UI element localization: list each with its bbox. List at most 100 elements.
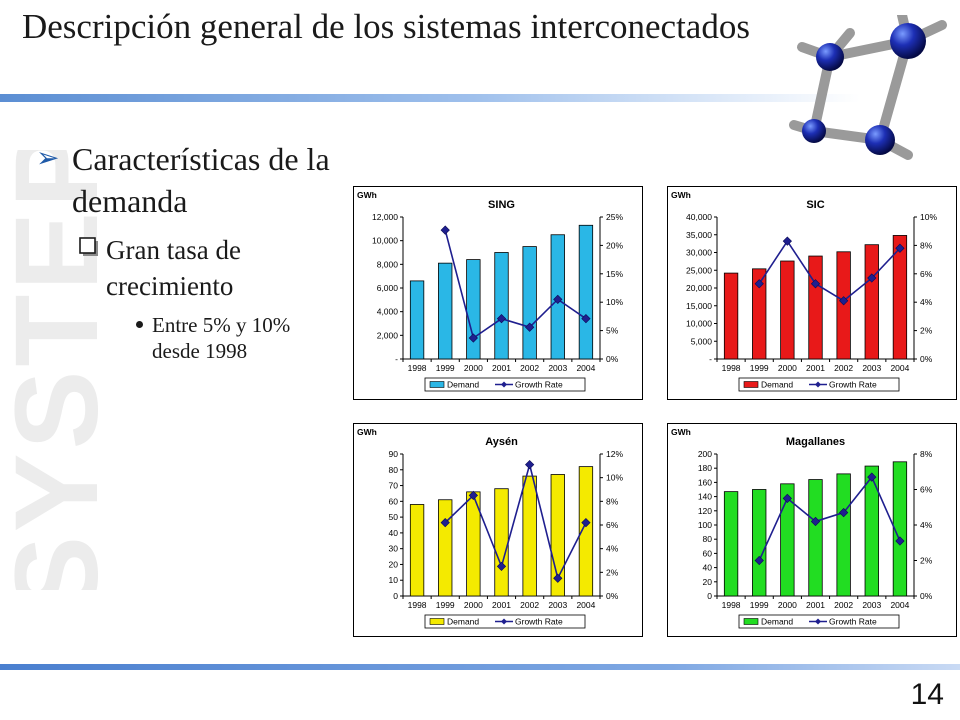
chart-title: Magallanes (786, 436, 845, 448)
growth-rate-point (496, 314, 507, 324)
y-tick-label: - (395, 354, 398, 364)
growth-rate-point (496, 561, 507, 572)
legend-label-growth: Growth Rate (829, 617, 877, 627)
x-tick-label: 1998 (722, 363, 741, 373)
y2-tick-label: 5% (606, 326, 619, 336)
y-tick-label: 90 (389, 449, 399, 459)
bar-demand (438, 499, 453, 597)
y2-tick-label: 0% (606, 591, 619, 601)
growth-rate-point (525, 460, 535, 470)
x-tick-label: 2002 (520, 600, 539, 610)
y-tick-label: 15,000 (686, 301, 712, 311)
growth-rate-point (810, 279, 821, 289)
bar-demand (780, 483, 795, 597)
growth-rate-point (468, 333, 478, 343)
growth-rate-point (525, 322, 535, 332)
y-tick-label: 120 (698, 506, 712, 516)
x-tick-label: 2000 (464, 600, 483, 610)
y2-tick-label: 4% (920, 297, 933, 307)
legend-swatch-demand (429, 618, 445, 625)
x-tick-label: 1999 (436, 600, 455, 610)
x-tick-label: 1998 (722, 600, 741, 610)
growth-rate-point (867, 472, 877, 482)
y2-tick-label: 2% (606, 567, 619, 577)
x-tick-label: 2000 (778, 363, 797, 373)
growth-rate-point (867, 273, 877, 283)
y2-tick-label: 20% (606, 240, 623, 250)
y-tick-label: 60 (703, 548, 713, 558)
y-tick-label: 0 (707, 591, 712, 601)
x-tick-label: 2001 (492, 600, 511, 610)
growth-rate-point (895, 536, 905, 546)
growth-rate-point (440, 225, 450, 235)
y-tick-label: 60 (389, 496, 399, 506)
bar-demand (409, 280, 425, 360)
y-tick-label: 40 (389, 528, 399, 538)
bar-demand (522, 246, 537, 360)
growth-rate-point (782, 493, 792, 503)
bar-demand (723, 272, 739, 360)
molecule-logo (789, 15, 947, 160)
y2-tick-label: 0% (920, 354, 933, 364)
y2-tick-label: 0% (920, 591, 933, 601)
x-tick-label: 2001 (492, 363, 511, 373)
chart-aysen: GWh Aysén 0 10 20 30 40 50 60 70 80 90 0% 2% 4% 6% 8% 10%… (353, 423, 643, 637)
legend-label-growth: Growth Rate (829, 380, 877, 390)
unit-label: GWh (357, 427, 377, 437)
y-tick-label: 10,000 (372, 236, 398, 246)
watermark-logo: SYSTEP (6, 150, 123, 590)
y-tick-label: 12,000 (372, 212, 398, 222)
slide-title: Descripción general de los sistemas inte… (22, 7, 750, 46)
y-tick-label: 50 (389, 512, 399, 522)
growth-rate-point (553, 294, 563, 304)
y-tick-label: 20 (389, 559, 399, 569)
y-tick-label: 160 (698, 477, 712, 487)
arrow-bullet-icon: ➢ (36, 143, 60, 174)
y-tick-label: 35,000 (686, 230, 712, 240)
growth-rate-point (895, 243, 905, 253)
growth-rate-line (758, 239, 901, 302)
y-tick-label: 0 (393, 591, 398, 601)
y2-tick-label: 8% (606, 496, 619, 506)
legend-label-demand: Demand (761, 380, 793, 390)
chart-title: SIC (806, 199, 824, 211)
bar-demand (522, 475, 537, 597)
bar-demand (578, 466, 594, 597)
y2-tick-label: 10% (920, 212, 937, 222)
y-tick-label: 5,000 (691, 336, 713, 346)
chart-sing: GWh SING - 2,000 4,000 6,000 8,000 10,000 12,000… (353, 186, 643, 400)
x-tick-label: 2002 (834, 600, 853, 610)
bar-demand (892, 235, 908, 360)
x-tick-label: 2004 (576, 363, 595, 373)
x-tick-label: 2004 (890, 600, 909, 610)
chart-title: Aysén (485, 436, 518, 448)
growth-rate-point (839, 296, 849, 306)
x-tick-label: 1998 (408, 600, 427, 610)
x-tick-label: 2003 (548, 363, 567, 373)
chart-magallanes: GWh Magallanes 0 20 40 60 80 100 120 140 160 180 200… (667, 423, 957, 637)
footer-rule (0, 664, 960, 670)
y2-tick-label: 2% (920, 556, 933, 566)
dot-bullet-icon (136, 321, 143, 328)
y-tick-label: 25,000 (686, 265, 712, 275)
y-tick-label: 30,000 (686, 248, 712, 258)
x-tick-label: 2004 (576, 600, 595, 610)
y-tick-label: 10 (389, 575, 399, 585)
legend-label-growth: Growth Rate (515, 617, 563, 627)
unit-label: GWh (671, 190, 691, 200)
unit-label: GWh (357, 190, 377, 200)
bar-demand (466, 259, 481, 360)
x-tick-label: 2003 (548, 600, 567, 610)
y-tick-label: 8,000 (377, 259, 399, 269)
bar-demand (864, 244, 879, 360)
growth-rate-point (553, 573, 563, 583)
x-tick-label: 1999 (436, 363, 455, 373)
unit-label: GWh (671, 427, 691, 437)
legend-marker-growth (815, 618, 821, 625)
y2-tick-label: 10% (606, 473, 623, 483)
legend-marker-growth (501, 618, 507, 625)
bar-demand (752, 489, 767, 597)
bar-demand (578, 224, 594, 360)
legend-label-demand: Demand (761, 617, 793, 627)
y-tick-label: 80 (389, 465, 399, 475)
